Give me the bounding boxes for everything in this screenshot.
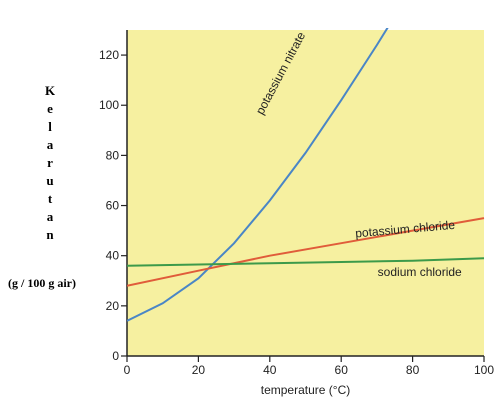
y-axis-label-letter: a: [46, 209, 54, 224]
y-axis-label-letter: l: [48, 119, 52, 134]
y-tick-label: 20: [106, 299, 120, 313]
y-axis-label-letter: r: [47, 155, 53, 170]
y-axis-label-letter: t: [47, 191, 53, 206]
series-line: [127, 257, 485, 267]
y-axis-label-letter: a: [46, 137, 54, 152]
y-tick-label: 80: [106, 148, 120, 162]
x-tick-label: 0: [124, 363, 131, 377]
x-axis-label: temperature (°C): [261, 383, 351, 397]
series-line: [127, 217, 485, 287]
y-axis-unit: (g / 100 g air): [8, 276, 76, 290]
series-label: sodium chloride: [378, 265, 462, 279]
y-axis-label-letter: e: [47, 101, 53, 116]
y-tick-label: 0: [112, 349, 119, 363]
y-tick-label: 100: [99, 98, 119, 112]
series-line: [127, 28, 389, 322]
y-axis-label-letter: u: [46, 173, 54, 188]
y-axis-label-letter: K: [44, 83, 56, 98]
x-tick-label: 40: [263, 363, 277, 377]
y-tick-label: 40: [106, 249, 120, 263]
y-tick-label: 120: [99, 48, 119, 62]
y-axis-label-letter: n: [46, 227, 54, 242]
x-tick-label: 60: [335, 363, 349, 377]
x-tick-label: 100: [474, 363, 494, 377]
x-tick-label: 20: [192, 363, 206, 377]
plot-background: [127, 30, 484, 356]
x-tick-label: 80: [406, 363, 420, 377]
y-tick-label: 60: [106, 199, 120, 213]
